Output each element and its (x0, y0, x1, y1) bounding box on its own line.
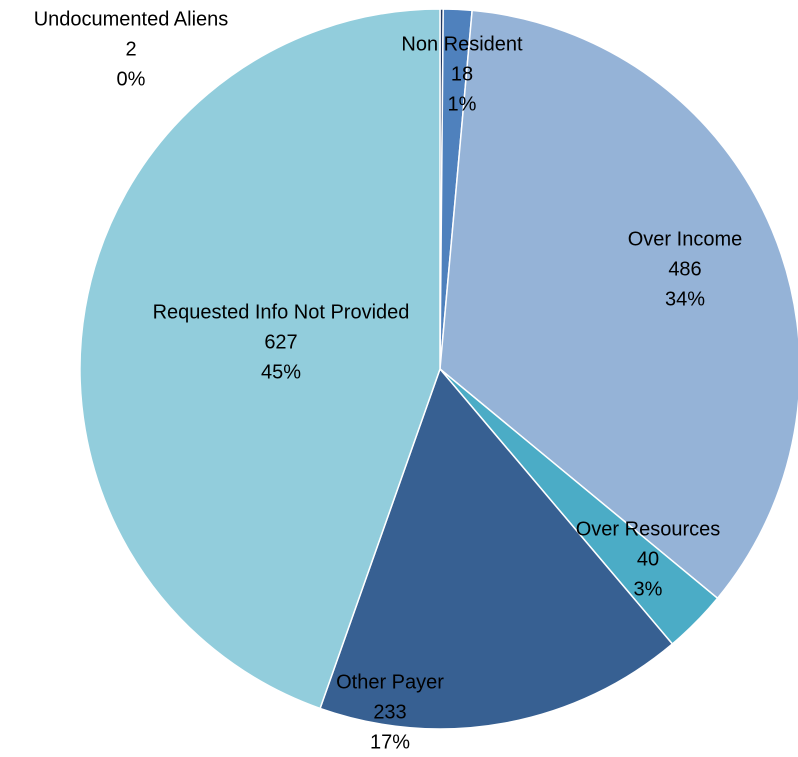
label-undocumented-aliens-percent: 0% (117, 68, 146, 90)
slice-other-payer (319, 367, 674, 730)
label-over-income-name: Over Income (628, 228, 742, 250)
label-requested-info-value: 627 (264, 331, 297, 353)
label-over-resources-name: Over Resources (576, 518, 721, 540)
slice-requested-info (79, 8, 441, 710)
label-non-resident-value: 18 (451, 63, 473, 85)
label-over-income-percent: 34% (665, 288, 705, 310)
pie-slices (79, 8, 798, 730)
pie-labels: Undocumented Aliens 2 0% Non Resident 18 1% Ov… (34, 8, 743, 753)
label-non-resident-name: Non Resident (401, 33, 523, 55)
label-undocumented-aliens-name: Undocumented Aliens (34, 8, 229, 30)
label-requested-info-percent: 45% (261, 361, 301, 383)
label-over-income-value: 486 (668, 258, 701, 280)
label-requested-info-name: Requested Info Not Provided (153, 301, 410, 323)
label-other-payer-value: 233 (373, 701, 406, 723)
label-over-resources-percent: 3% (634, 578, 663, 600)
label-undocumented-aliens-value: 2 (125, 38, 136, 60)
label-over-resources-value: 40 (637, 548, 659, 570)
slice-over-income (439, 9, 798, 600)
label-non-resident-percent: 1% (448, 93, 477, 115)
label-other-payer-percent: 17% (370, 731, 410, 753)
label-other-payer-name: Other Payer (336, 671, 444, 693)
